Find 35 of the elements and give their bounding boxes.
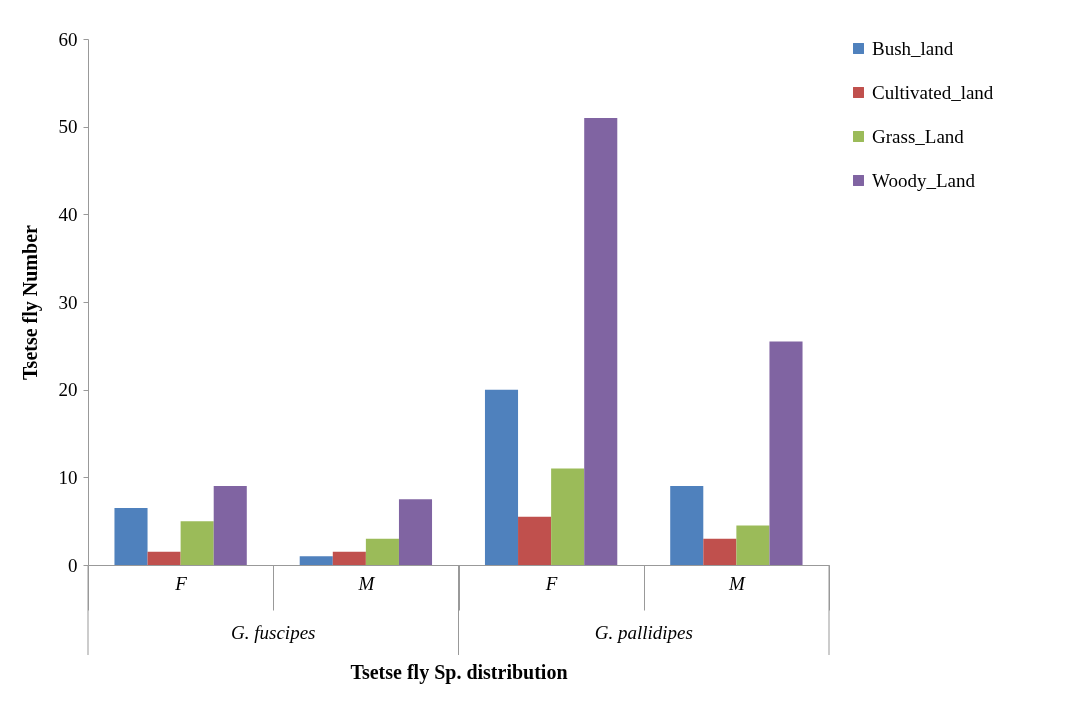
bar <box>769 341 803 565</box>
bar <box>703 538 737 565</box>
y-tick-label: 60 <box>58 28 78 50</box>
x-tick-label: F <box>174 572 188 594</box>
y-tick-label: 10 <box>58 466 78 488</box>
bar <box>332 551 366 565</box>
legend-label: Cultivated_land <box>872 81 994 103</box>
legend-label: Bush_land <box>872 37 954 59</box>
x-axis-title: Tsetse fly Sp. distribution <box>350 661 568 684</box>
bar <box>147 551 181 565</box>
bar <box>299 556 333 565</box>
bar <box>670 486 704 565</box>
bar <box>551 468 585 565</box>
bar <box>213 486 247 565</box>
x-tick-label: M <box>357 572 376 594</box>
bar <box>484 389 519 565</box>
bar <box>398 499 433 565</box>
y-tick-label: 0 <box>68 554 78 576</box>
y-tick-label: 30 <box>58 291 78 313</box>
x-tick-label: M <box>727 572 746 594</box>
bar <box>114 508 148 565</box>
text: G. fuscipes <box>231 622 316 643</box>
y-tick-label: 50 <box>58 116 78 138</box>
bar <box>518 516 552 565</box>
text: G. pallidipes <box>594 622 693 643</box>
bar <box>365 538 399 565</box>
x-tick-label: F <box>544 572 558 594</box>
bar <box>736 525 770 565</box>
bar <box>180 521 214 565</box>
legend-label: Grass_Land <box>872 125 965 147</box>
y-axis-title: Tsetse fly Number <box>18 224 42 380</box>
y-tick-label: 20 <box>58 379 78 401</box>
y-tick-label: 40 <box>58 203 78 225</box>
legend-label: Woody_Land <box>872 169 976 191</box>
bar <box>584 117 618 565</box>
